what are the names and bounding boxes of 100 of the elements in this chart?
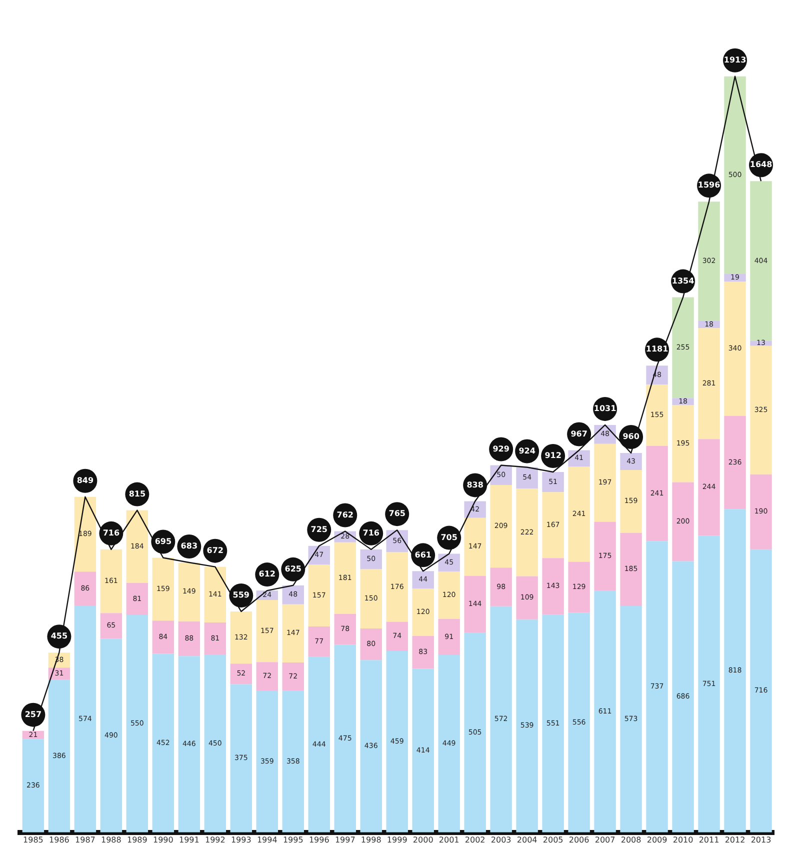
x-tick-label: 2011 (698, 835, 720, 844)
x-tick-label: 1999 (386, 835, 408, 844)
x-tick-label: 1997 (334, 835, 356, 844)
total-label: 960 (622, 432, 640, 442)
total-label: 1913 (724, 55, 746, 64)
bar (178, 621, 200, 656)
bar (620, 606, 642, 832)
bar (386, 552, 408, 622)
bar (412, 571, 434, 589)
bar (568, 450, 590, 466)
x-tick-label: 2010 (672, 835, 694, 844)
x-tick-label: 1988 (100, 835, 122, 844)
bar (152, 654, 174, 832)
total-label: 455 (50, 632, 68, 641)
x-tick-label: 1995 (282, 835, 304, 844)
bar (438, 572, 460, 619)
bar (568, 612, 590, 832)
bar (360, 569, 382, 628)
bar (334, 644, 356, 832)
total-label: 725 (310, 524, 328, 534)
x-tick-label: 2009 (646, 835, 668, 844)
bar (204, 566, 226, 623)
bar (360, 660, 382, 832)
bar (724, 281, 746, 416)
total-label: 612 (258, 570, 276, 579)
bar (204, 654, 226, 832)
total-label: 849 (76, 476, 94, 485)
bar (334, 542, 356, 614)
bar (594, 444, 616, 522)
bar (334, 614, 356, 645)
x-tick-label: 2003 (490, 835, 512, 844)
bar (490, 606, 512, 832)
x-tick-label: 1989 (126, 835, 148, 844)
bar (490, 568, 512, 606)
bar (178, 562, 200, 622)
bar (464, 632, 486, 832)
total-label: 765 (388, 509, 406, 518)
bar (542, 472, 564, 492)
total-label: 929 (492, 444, 510, 454)
bar (620, 453, 642, 470)
bar (750, 346, 772, 474)
bar (412, 636, 434, 669)
bar (178, 656, 200, 832)
x-tick-label: 2004 (516, 835, 538, 844)
bar (230, 664, 252, 684)
bar (750, 474, 772, 550)
total-label: 683 (180, 542, 198, 551)
bar (646, 541, 668, 832)
x-tick-label: 2013 (750, 835, 772, 844)
x-tick-label: 1985 (23, 835, 44, 844)
bar (230, 611, 252, 664)
total-label: 559 (232, 590, 250, 600)
x-tick-label: 1991 (178, 835, 200, 844)
x-tick-label: 2012 (724, 835, 746, 844)
bar (646, 384, 668, 446)
bar (516, 619, 538, 832)
total-label: 705 (440, 532, 458, 542)
bar (620, 470, 642, 533)
bar (126, 583, 148, 616)
bar (698, 328, 720, 440)
x-tick-label: 1994 (256, 835, 278, 844)
bar (256, 600, 278, 662)
x-tick-label: 2001 (438, 835, 460, 844)
x-tick-label: 1996 (308, 835, 330, 844)
bar (360, 628, 382, 660)
bar (152, 620, 174, 654)
x-tick-label: 1993 (230, 835, 252, 844)
bar (750, 549, 772, 832)
x-tick-label: 2007 (594, 835, 616, 844)
x-tick-label: 2006 (568, 835, 590, 844)
bar (438, 654, 460, 832)
bar (74, 606, 96, 832)
total-label: 1596 (698, 180, 721, 190)
bar (672, 482, 694, 562)
bar (74, 496, 96, 572)
bar (412, 588, 434, 636)
bar (308, 564, 330, 626)
bar (594, 522, 616, 591)
bar (126, 615, 148, 832)
bar (568, 466, 590, 562)
x-tick-label: 2000 (412, 835, 434, 844)
bar (282, 662, 304, 691)
total-label: 912 (544, 451, 562, 460)
total-label: 257 (24, 710, 42, 719)
bar (308, 626, 330, 657)
x-tick-label: 1987 (75, 835, 96, 844)
bar (464, 518, 486, 576)
x-tick-label: 2005 (542, 835, 564, 844)
bar (386, 622, 408, 652)
x-tick-label: 1990 (152, 835, 174, 844)
total-label: 1354 (672, 276, 695, 286)
bar (620, 532, 642, 606)
bar (672, 561, 694, 832)
bar (750, 181, 772, 341)
bar (152, 558, 174, 621)
bar (438, 618, 460, 655)
bar (698, 439, 720, 536)
x-tick-label: 1986 (49, 835, 70, 844)
bar (698, 202, 720, 322)
bar (516, 467, 538, 489)
